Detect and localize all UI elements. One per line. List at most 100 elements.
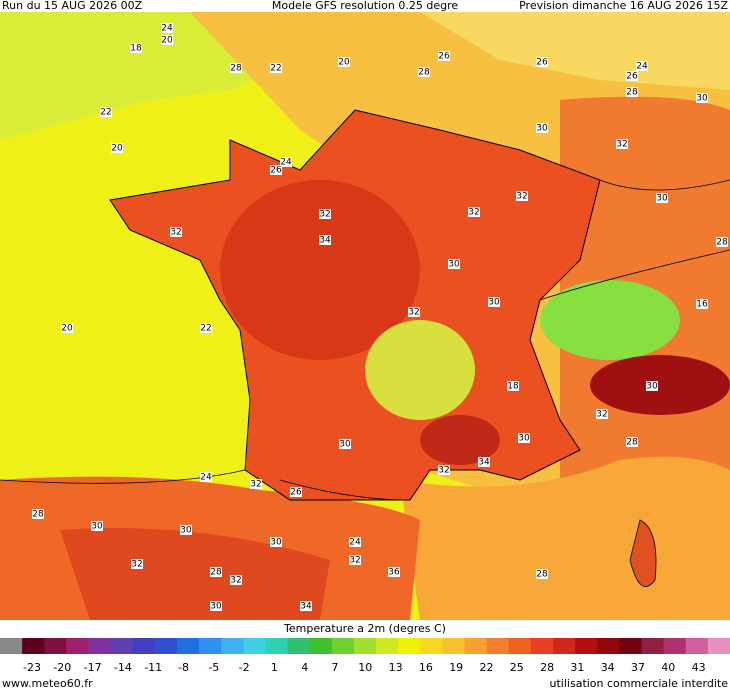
colorbar-cell: [287, 638, 311, 654]
colorbar-tick-label: 25: [510, 661, 524, 674]
contour-label-box: [468, 207, 480, 217]
contour-label-box: [210, 567, 222, 577]
contour-label-box: [91, 521, 103, 531]
colorbar-tick-label: 10: [358, 661, 372, 674]
contour-label: 30: [91, 522, 103, 532]
colorbar-tick-label: -20: [53, 661, 71, 674]
contour-label: 16: [696, 300, 708, 310]
contour-label-box: [270, 537, 282, 547]
contour-label-box: [200, 472, 212, 482]
contour-label: 20: [61, 324, 73, 334]
colorbar-cell: [420, 638, 443, 654]
contour-label: 36: [388, 568, 400, 578]
contour-label-box: [388, 567, 400, 577]
contour-label: 32: [349, 556, 360, 566]
site-label: www.meteo60.fr: [2, 677, 93, 690]
colorbar-cell: [442, 638, 466, 654]
colorbar-cell: [243, 638, 266, 654]
contour-label-box: [270, 165, 282, 175]
contour-label: 32: [596, 410, 607, 420]
colorbar-cell: [353, 638, 377, 654]
contour-label: 26: [536, 58, 548, 68]
contour-label-box: [290, 487, 302, 497]
colorbar-tick-label: 4: [301, 661, 308, 674]
contour-label-box: [250, 479, 262, 489]
colorbar-cell: [22, 638, 45, 654]
contour-label: 26: [626, 72, 638, 82]
contour-label: 28: [536, 570, 548, 580]
colorbar-cell: [199, 638, 222, 654]
contour-label: 24: [349, 538, 361, 548]
colorbar-cell: [685, 638, 709, 654]
contour-label: 34: [319, 236, 331, 246]
colorbar-cell: [553, 638, 576, 654]
contour-label-box: [626, 71, 638, 81]
contour-label: 32: [319, 210, 330, 220]
contour-label-box: [131, 559, 143, 569]
contour-label-box: [626, 437, 638, 447]
contour-label: 32: [131, 560, 142, 570]
contour-label: 30: [656, 194, 668, 204]
contour-label-box: [319, 209, 331, 219]
colorbar-tick-label: -8: [178, 661, 189, 674]
contour-label: 20: [161, 36, 173, 46]
colorbar-tick-label: 37: [631, 661, 645, 674]
contour-label-box: [507, 381, 519, 391]
colorbar-tick-label: 7: [332, 661, 339, 674]
contour-label: 30: [646, 382, 658, 392]
contour-label: 28: [210, 568, 222, 578]
contour-label-box: [518, 433, 530, 443]
contour-label-box: [418, 67, 430, 77]
colorbar-tick-label: 34: [601, 661, 615, 674]
contour-label: 32: [516, 192, 527, 202]
colorbar-title: Temperature a 2m (degres C): [283, 622, 446, 635]
colorbar-tick-label: 1: [271, 661, 278, 674]
contour-label: 32: [230, 576, 241, 586]
contour-label-box: [488, 297, 500, 307]
contour-label: 22: [200, 324, 211, 334]
contour-label-box: [170, 227, 182, 237]
contour-label-box: [161, 23, 173, 33]
colorbar-cell: [309, 638, 333, 654]
contour-label: 28: [716, 238, 728, 248]
colorbar-cell: [619, 638, 643, 654]
colorbar-cell: [464, 638, 488, 654]
contour-label: 22: [270, 64, 281, 74]
colorbar-cell: [265, 638, 289, 654]
colorbar-tick-label: 16: [419, 661, 433, 674]
colorbar-tick-label: 28: [540, 661, 554, 674]
forecast-label: Prevision dimanche 16 AUG 2026 15Z: [519, 0, 728, 12]
run-label: Run du 15 AUG 2026 00Z: [2, 0, 143, 12]
colorbar-tick-label: 43: [692, 661, 706, 674]
colorbar-cell: [110, 638, 134, 654]
contour-label-box: [516, 191, 528, 201]
colorbar-cell: [376, 638, 399, 654]
contour-label: 22: [100, 108, 111, 118]
contour-label: 20: [111, 144, 123, 154]
contour-label-box: [161, 35, 173, 45]
contour-label-box: [270, 63, 282, 73]
contour-label: 32: [170, 228, 181, 238]
contour-label-box: [716, 237, 728, 247]
contour-label-box: [100, 107, 112, 117]
colorbar-tick-label: -23: [23, 661, 41, 674]
colorbar-tick-label: -17: [84, 661, 102, 674]
colorbar-cell: [221, 638, 244, 654]
contour-label: 26: [438, 52, 450, 62]
contour-label: 28: [32, 510, 44, 520]
contour-label-box: [319, 235, 331, 245]
colorbar-cell: [0, 638, 23, 654]
colorbar-cell: [66, 638, 89, 654]
contour-label-box: [32, 509, 44, 519]
contour-label: 28: [626, 88, 638, 98]
colorbar-tick-label: -11: [144, 661, 162, 674]
contour-label-box: [438, 465, 450, 475]
colorbar-cell: [597, 638, 620, 654]
contour-label-box: [596, 409, 608, 419]
colorbar-tick-label: 19: [449, 661, 463, 674]
contour-label-box: [349, 537, 361, 547]
contour-label-box: [438, 51, 450, 61]
colorbar-cell: [176, 638, 200, 654]
